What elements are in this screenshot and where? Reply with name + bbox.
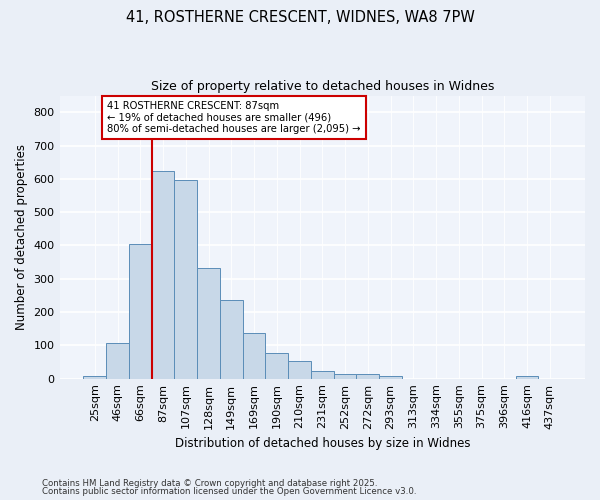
Text: Contains HM Land Registry data © Crown copyright and database right 2025.: Contains HM Land Registry data © Crown c… [42, 478, 377, 488]
Bar [220, 300, 242, 378]
Title: Size of property relative to detached houses in Widnes: Size of property relative to detached ho… [151, 80, 494, 93]
Bar [152, 172, 175, 378]
Bar [106, 342, 129, 378]
X-axis label: Distribution of detached houses by size in Widnes: Distribution of detached houses by size … [175, 437, 470, 450]
Bar [515, 376, 538, 378]
Bar [334, 374, 356, 378]
Bar [288, 362, 311, 378]
Bar [311, 372, 334, 378]
Bar [175, 180, 197, 378]
Text: 41 ROSTHERNE CRESCENT: 87sqm
← 19% of detached houses are smaller (496)
80% of s: 41 ROSTHERNE CRESCENT: 87sqm ← 19% of de… [107, 100, 361, 134]
Bar [83, 376, 106, 378]
Bar [197, 268, 220, 378]
Bar [356, 374, 379, 378]
Text: 41, ROSTHERNE CRESCENT, WIDNES, WA8 7PW: 41, ROSTHERNE CRESCENT, WIDNES, WA8 7PW [125, 10, 475, 25]
Text: Contains public sector information licensed under the Open Government Licence v3: Contains public sector information licen… [42, 487, 416, 496]
Bar [379, 376, 402, 378]
Bar [265, 352, 288, 378]
Y-axis label: Number of detached properties: Number of detached properties [15, 144, 28, 330]
Bar [129, 244, 152, 378]
Bar [242, 333, 265, 378]
